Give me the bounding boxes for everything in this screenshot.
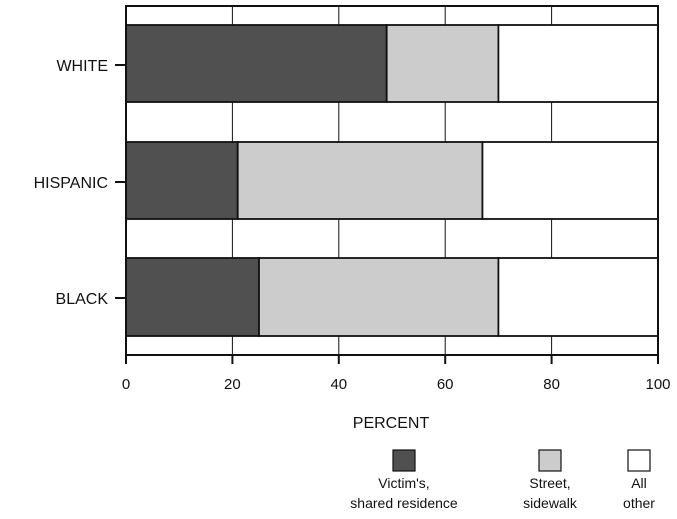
plot-frame	[125, 5, 659, 356]
x-tick-label: 60	[437, 376, 454, 393]
legend-label: other	[623, 495, 655, 511]
bar-segment	[385, 24, 500, 103]
category-axis: WHITE HISPANIC BLACK	[34, 58, 126, 308]
category-label: BLACK	[56, 291, 109, 308]
x-tick-label: 0	[122, 376, 130, 393]
x-tick-label: 100	[645, 376, 670, 393]
legend-label: sidewalk	[523, 495, 578, 511]
category-label: HISPANIC	[34, 175, 108, 192]
category-label: WHITE	[56, 58, 108, 75]
x-axis-title: PERCENT	[353, 415, 430, 432]
x-tick-label: 20	[224, 376, 241, 393]
legend-label: shared residence	[350, 495, 458, 511]
x-tick-label: 80	[543, 376, 560, 393]
x-tick-label: 40	[330, 376, 347, 393]
bar-segment	[125, 257, 260, 337]
legend-swatch	[538, 449, 562, 472]
bar-segment	[236, 141, 484, 220]
legend-label: Street,	[529, 475, 570, 491]
legend-label: All	[631, 475, 647, 491]
bar-segment	[125, 24, 388, 103]
legend-label: Victim's,	[378, 475, 429, 491]
legend-swatch	[627, 449, 651, 472]
frame-layer	[125, 5, 659, 356]
legend: Victim's, shared residence Street, sidewalk…	[350, 449, 655, 511]
legend-swatch	[392, 449, 416, 472]
bar-segment	[125, 141, 239, 220]
bars-layer	[125, 24, 659, 337]
bar-segment	[258, 257, 500, 337]
bar-segment	[481, 141, 659, 220]
x-axis: 0 20 40 60 80 100	[122, 355, 671, 393]
bar-segment	[497, 24, 659, 103]
bar-segment	[497, 257, 659, 337]
